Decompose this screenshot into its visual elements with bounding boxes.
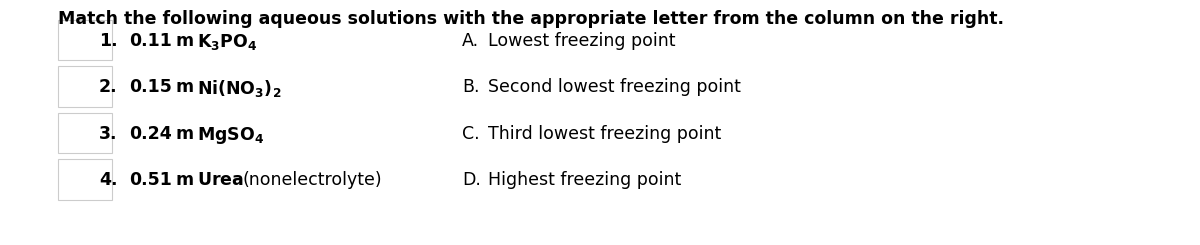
Text: 0.51: 0.51 xyxy=(130,171,173,189)
Text: 0.15: 0.15 xyxy=(130,78,173,96)
Text: $\mathbf{K_3PO_4}$: $\mathbf{K_3PO_4}$ xyxy=(197,32,257,52)
Text: 0.11: 0.11 xyxy=(130,32,173,50)
Text: B.: B. xyxy=(462,78,480,96)
Text: 3.: 3. xyxy=(100,125,118,143)
Text: D.: D. xyxy=(462,171,481,189)
Text: 1.: 1. xyxy=(98,32,118,50)
Text: Match the following aqueous solutions with the appropriate letter from the colum: Match the following aqueous solutions wi… xyxy=(58,10,1003,28)
Text: m: m xyxy=(175,125,193,143)
Text: $\mathbf{Urea}$: $\mathbf{Urea}$ xyxy=(197,171,244,189)
Text: $\mathbf{MgSO_4}$: $\mathbf{MgSO_4}$ xyxy=(197,125,264,146)
Text: 4.: 4. xyxy=(100,171,118,189)
Text: m: m xyxy=(175,32,193,50)
Text: Highest freezing point: Highest freezing point xyxy=(488,171,682,189)
Text: m: m xyxy=(175,171,193,189)
Text: A.: A. xyxy=(462,32,479,50)
Text: m: m xyxy=(175,78,193,96)
Text: 0.24: 0.24 xyxy=(130,125,173,143)
Text: C.: C. xyxy=(462,125,480,143)
Text: Lowest freezing point: Lowest freezing point xyxy=(488,32,676,50)
Text: Second lowest freezing point: Second lowest freezing point xyxy=(488,78,742,96)
Text: 2.: 2. xyxy=(98,78,118,96)
Text: Third lowest freezing point: Third lowest freezing point xyxy=(488,125,721,143)
Text: $\mathbf{Ni(NO_3)_2}$: $\mathbf{Ni(NO_3)_2}$ xyxy=(197,78,281,99)
Text: (nonelectrolyte): (nonelectrolyte) xyxy=(242,171,382,189)
